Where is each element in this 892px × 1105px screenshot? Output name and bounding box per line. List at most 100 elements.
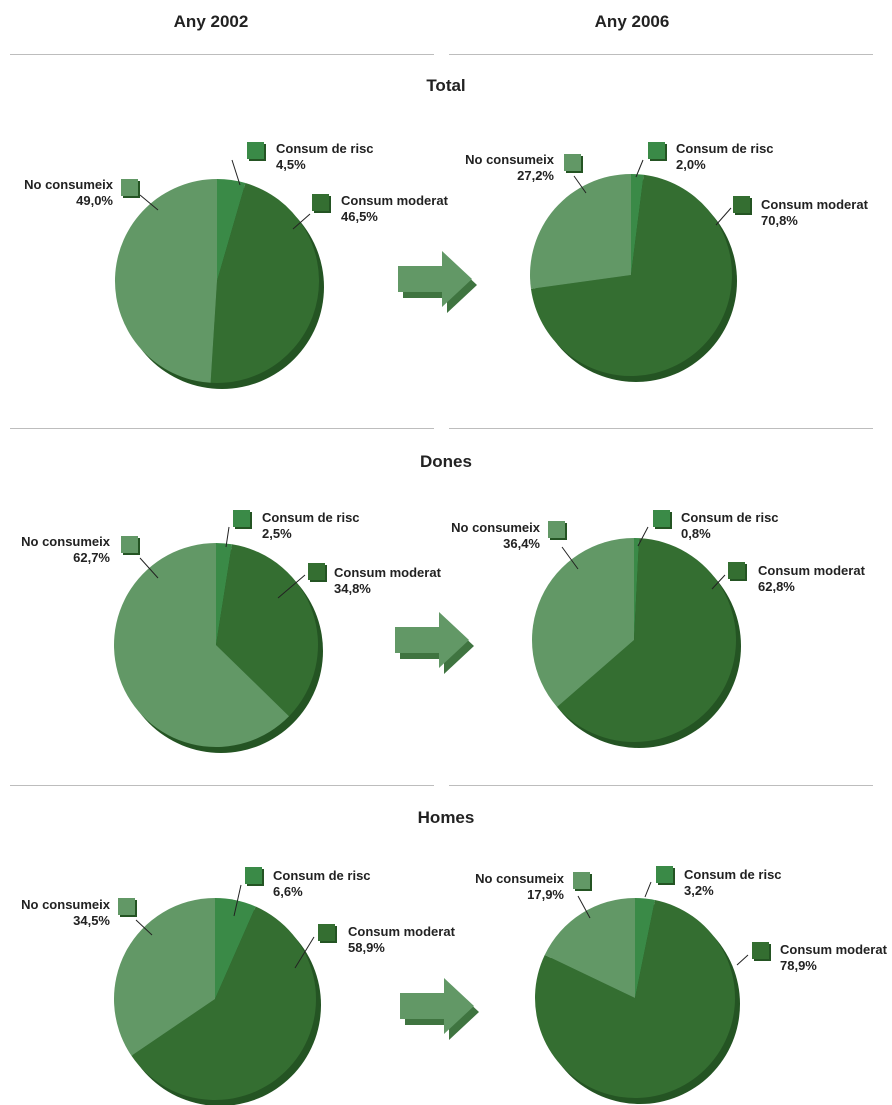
leader-line — [573, 175, 587, 194]
leader-line — [135, 919, 153, 936]
slice-name-label: Consum moderat — [758, 563, 866, 578]
slice-name-label: Consum moderat — [341, 193, 449, 208]
section-title-dones: Dones — [420, 452, 472, 471]
section-title-total: Total — [426, 76, 466, 95]
slice-value-label: 62,7% — [73, 550, 110, 565]
legend-swatch-moderat — [312, 194, 329, 211]
divider — [10, 428, 434, 429]
slice-name-label: No consumeix — [24, 177, 114, 192]
leader-line — [577, 895, 591, 919]
arrow-body — [400, 978, 474, 1034]
slice-value-label: 58,9% — [348, 940, 385, 955]
pie-slice-no — [113, 898, 215, 1056]
legend-swatch-risc — [245, 867, 262, 884]
divider — [449, 54, 873, 55]
legend-swatch-moderat — [752, 942, 769, 959]
slice-value-label: 2,5% — [262, 526, 292, 541]
legend-swatch-risc — [653, 510, 670, 527]
leader-line — [736, 954, 749, 966]
divider — [10, 785, 434, 786]
legend-swatch-moderat — [308, 563, 325, 580]
arrow-icon — [398, 251, 477, 313]
legend-swatch-no — [548, 521, 565, 538]
legend-swatch-risc — [648, 142, 665, 159]
slice-value-label: 27,2% — [517, 168, 554, 183]
pie-slice-moderat — [131, 906, 316, 1100]
leader-line — [294, 936, 315, 969]
pie-slice-risc — [215, 898, 256, 999]
slice-value-label: 46,5% — [341, 209, 378, 224]
pie-slice-no — [529, 174, 631, 289]
leader-line — [233, 884, 242, 917]
slice-name-label: No consumeix — [465, 152, 555, 167]
legend-swatch-no — [573, 872, 590, 889]
pie-slice-no — [544, 898, 635, 998]
leader-line — [711, 574, 726, 590]
leader-line — [644, 881, 652, 898]
slice-name-label: Consum de risc — [276, 141, 374, 156]
slice-name-label: No consumeix — [21, 897, 111, 912]
header-2002: Any 2002 — [173, 12, 249, 31]
leader-line — [635, 159, 644, 178]
legend-swatch-moderat — [318, 924, 335, 941]
slice-name-label: Consum moderat — [761, 197, 869, 212]
legend-swatch-risc — [233, 510, 250, 527]
slice-value-label: 70,8% — [761, 213, 798, 228]
pie-slice-moderat — [535, 900, 736, 1098]
pie-slice-risc — [635, 898, 655, 998]
legend-swatch-moderat — [728, 562, 745, 579]
leader-line — [292, 213, 311, 230]
slice-name-label: No consumeix — [21, 534, 111, 549]
leader-line — [231, 159, 241, 186]
arrow-body — [395, 612, 469, 668]
arrow-icon — [400, 978, 479, 1040]
pie-slice-moderat — [530, 174, 732, 377]
leader-line — [277, 574, 306, 599]
slice-name-label: Consum moderat — [348, 924, 456, 939]
slice-name-label: Consum de risc — [681, 510, 779, 525]
slice-name-label: No consumeix — [451, 520, 541, 535]
divider — [449, 785, 873, 786]
arrow-icon — [395, 612, 474, 674]
legend-swatch-no — [564, 154, 581, 171]
slice-value-label: 0,8% — [681, 526, 711, 541]
pie-slice-risc — [217, 179, 246, 281]
slice-value-label: 6,6% — [273, 884, 303, 899]
pie-slice-no — [114, 179, 217, 383]
leader-line — [225, 526, 230, 548]
slice-name-label: Consum de risc — [684, 867, 782, 882]
slice-value-label: 3,2% — [684, 883, 714, 898]
pie-slice-moderat — [557, 538, 737, 743]
header-2006: Any 2006 — [594, 12, 670, 31]
slice-value-label: 2,0% — [676, 157, 706, 172]
slice-name-label: Consum de risc — [676, 141, 774, 156]
slice-value-label: 62,8% — [758, 579, 795, 594]
slice-name-label: Consum moderat — [334, 565, 442, 580]
legend-swatch-no — [121, 536, 138, 553]
arrow-body — [398, 251, 472, 307]
slice-value-label: 34,8% — [334, 581, 371, 596]
legend-swatch-risc — [656, 866, 673, 883]
leader-line — [139, 194, 159, 211]
slice-value-label: 4,5% — [276, 157, 306, 172]
section-title-homes: Homes — [417, 808, 475, 827]
divider — [10, 54, 434, 55]
slice-name-label: Consum de risc — [273, 868, 371, 883]
divider — [449, 428, 873, 429]
leader-line — [637, 526, 649, 547]
pie-slice-no — [532, 538, 634, 707]
legend-swatch-moderat — [733, 196, 750, 213]
leader-line — [715, 207, 732, 226]
leader-line — [139, 557, 159, 579]
slice-value-label: 34,5% — [73, 913, 110, 928]
slice-value-label: 49,0% — [76, 193, 113, 208]
pie-slice-no — [114, 543, 290, 748]
slice-name-label: Consum moderat — [780, 942, 888, 957]
slice-value-label: 36,4% — [503, 536, 540, 551]
